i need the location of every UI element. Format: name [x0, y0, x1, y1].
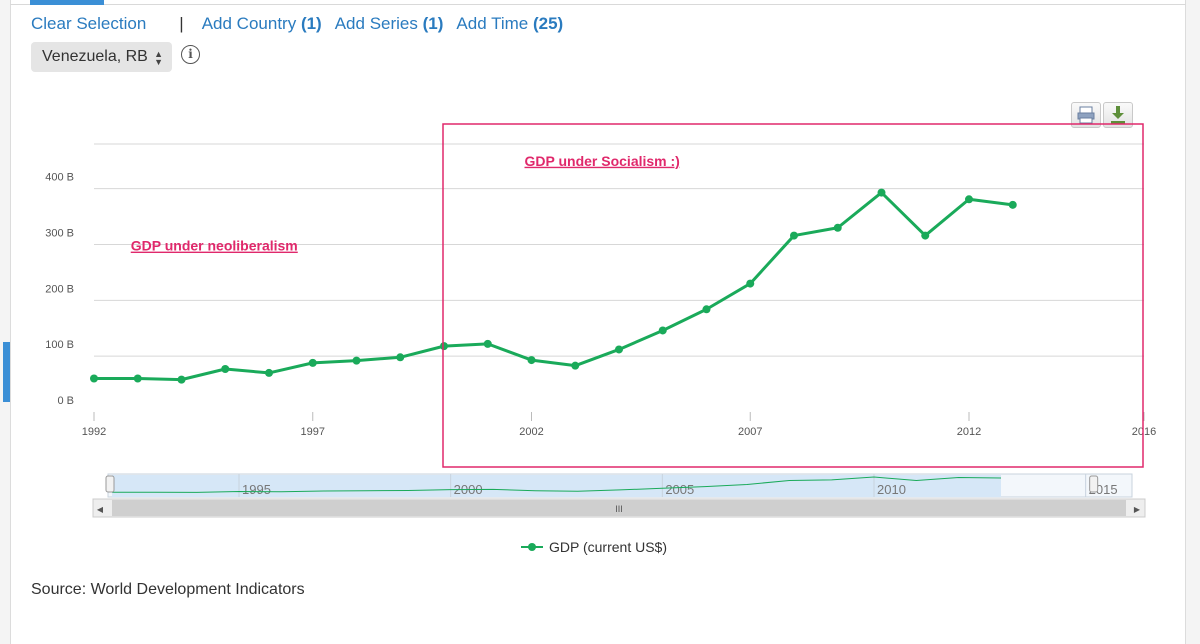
gdp-data-point[interactable]: [308, 358, 317, 367]
add-time-link[interactable]: Add Time (25): [456, 14, 563, 34]
toolbar-separator: |: [179, 14, 184, 33]
gdp-data-point[interactable]: [265, 368, 273, 377]
x-tick-label: 1997: [301, 426, 325, 438]
gdp-data-point[interactable]: [483, 339, 492, 348]
active-tab-indicator: [30, 0, 104, 5]
gdp-data-point[interactable]: [1008, 200, 1017, 209]
gdp-data-point[interactable]: [877, 188, 886, 197]
legend-marker-icon: [528, 543, 536, 551]
left-frame: [0, 0, 11, 644]
select-arrows-icon: ▲ ▼: [154, 49, 163, 67]
gdp-data-point[interactable]: [746, 279, 755, 288]
x-tick-label: 1992: [82, 426, 106, 438]
add-country-link[interactable]: Add Country (1): [202, 14, 322, 34]
scrollbar-grip: III: [615, 504, 623, 514]
source-note: Source: World Development Indicators: [31, 581, 305, 598]
info-icon[interactable]: i: [181, 45, 200, 64]
country-select-value: Venezuela, RB: [42, 48, 148, 65]
gdp-data-point[interactable]: [702, 305, 711, 314]
navigator-series-line: [112, 476, 1002, 493]
navigator-tick-label: 1995: [242, 482, 271, 497]
x-tick-label: 2007: [738, 426, 762, 438]
gdp-data-point[interactable]: [221, 365, 230, 374]
gdp-data-point[interactable]: [396, 353, 405, 362]
y-tick-label: 300 B: [45, 228, 74, 240]
navigator-tick-label: 2010: [877, 482, 906, 497]
navigator-selection[interactable]: [112, 475, 1001, 497]
gdp-data-point[interactable]: [833, 223, 842, 232]
socialism-highlight-box: [442, 123, 1144, 468]
right-frame: [1185, 0, 1200, 644]
country-select[interactable]: Venezuela, RB ▲ ▼: [31, 42, 172, 72]
add-time-count: (25): [532, 14, 564, 33]
add-time-label: Add Time: [456, 14, 529, 33]
gdp-data-point[interactable]: [965, 195, 973, 204]
gdp-data-point[interactable]: [921, 231, 930, 240]
print-icon: [1077, 106, 1095, 124]
add-series-label: Add Series: [334, 14, 418, 33]
gdp-data-point[interactable]: [177, 375, 186, 384]
legend-label[interactable]: GDP (current US$): [549, 539, 667, 555]
gdp-data-point[interactable]: [615, 345, 623, 354]
y-tick-label: 0 B: [57, 395, 74, 407]
gdp-data-point[interactable]: [352, 356, 361, 365]
left-scroll-handle[interactable]: [3, 342, 10, 402]
y-tick-label: 200 B: [45, 283, 74, 295]
gdp-data-point[interactable]: [133, 374, 142, 383]
navigator-tick-label: 2005: [665, 482, 694, 497]
navigator-handle[interactable]: [105, 475, 115, 493]
gdp-data-point[interactable]: [571, 361, 580, 370]
x-tick-label: 2012: [957, 426, 981, 438]
annotation-label: GDP under neoliberalism: [131, 238, 298, 254]
navigator-scrollbar-thumb[interactable]: [112, 500, 1126, 516]
gdp-series-line: [94, 191, 1013, 382]
gdp-data-point[interactable]: [527, 356, 536, 365]
navigator-handle[interactable]: [1089, 475, 1099, 493]
top-divider: [10, 4, 1186, 5]
scroll-right-icon[interactable]: ▶: [1134, 505, 1141, 514]
scroll-left-icon[interactable]: ◀: [97, 505, 104, 514]
gdp-data-point[interactable]: [90, 374, 98, 383]
add-series-count: (1): [422, 14, 444, 33]
gdp-data-point[interactable]: [658, 326, 667, 335]
selection-toolbar: Clear Selection | Add Country (1) Add Se…: [31, 12, 576, 36]
y-tick-label: 400 B: [45, 172, 74, 184]
add-country-count: (1): [300, 14, 322, 33]
add-country-label: Add Country: [201, 14, 297, 33]
add-series-link[interactable]: Add Series (1): [335, 14, 444, 34]
gdp-data-point[interactable]: [440, 342, 448, 351]
clear-selection-link[interactable]: Clear Selection: [31, 14, 147, 33]
download-icon: [1111, 106, 1125, 124]
annotation-label: GDP under Socialism :): [525, 153, 680, 169]
x-tick-label: 2016: [1132, 426, 1156, 438]
x-tick-label: 2002: [519, 426, 543, 438]
gdp-data-point[interactable]: [790, 231, 798, 240]
y-tick-label: 100 B: [45, 339, 74, 351]
